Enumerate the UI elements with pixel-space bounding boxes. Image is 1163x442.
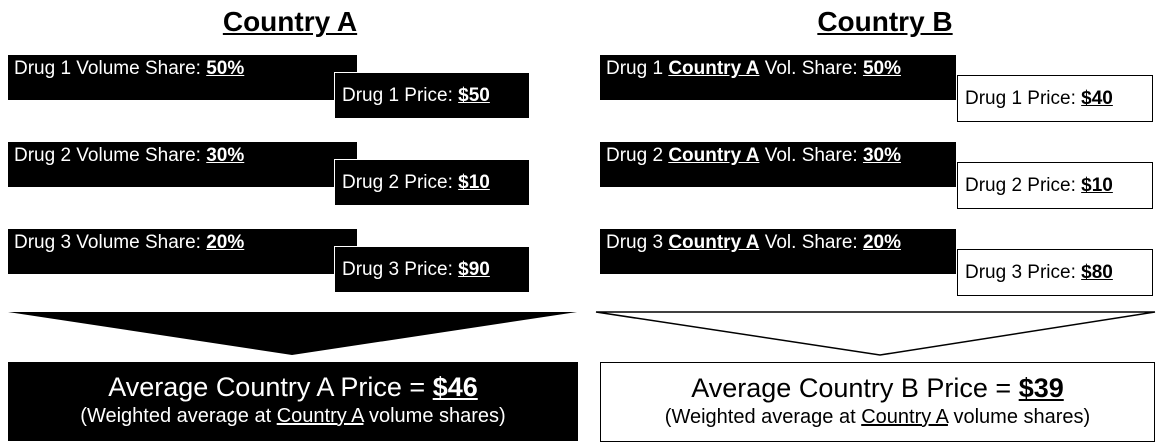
share-label: Drug 1 Volume Share: — [14, 58, 201, 79]
price-box: Drug 2 Price: $10 — [334, 159, 530, 206]
arrow-a — [8, 312, 577, 355]
ref: Country A — [668, 145, 760, 166]
price-value: $90 — [458, 259, 490, 280]
title-b: Country B — [817, 6, 953, 37]
volume-box: Drug 1 Volume Share: 50% — [8, 55, 357, 100]
price-label: Drug 2 Price: — [965, 175, 1076, 196]
summary-line: Average Country A Price = $46 — [8, 372, 578, 403]
drug: Drug 1 — [606, 58, 664, 79]
price-value: $40 — [1081, 88, 1113, 109]
price-value: $80 — [1081, 262, 1113, 283]
share-value: 50% — [862, 58, 901, 79]
share-value: 30% — [206, 145, 245, 166]
ref: Country A — [668, 232, 760, 253]
share-label: Drug 2 Volume Share: — [14, 145, 201, 166]
summary-line: Average Country B Price = $39 — [601, 373, 1154, 404]
volume-box: Drug 3 Country A Vol. Share: 20% — [600, 229, 956, 274]
note-text: volume shares) — [953, 406, 1091, 428]
note-text: volume shares) — [368, 405, 506, 427]
summary-label: Average Country A Price = — [108, 372, 426, 402]
share-label: Vol. Share: — [764, 145, 858, 166]
volume-box: Drug 3 Volume Share: 20% — [8, 229, 357, 274]
price-value: $50 — [458, 85, 490, 106]
share-label: Vol. Share: — [764, 58, 858, 79]
price-label: Drug 1 Price: — [965, 88, 1076, 109]
volume-box: Drug 2 Volume Share: 30% — [8, 142, 357, 187]
volume-box: Drug 2 Country A Vol. Share: 30% — [600, 142, 956, 187]
share-value: 30% — [862, 145, 901, 166]
note-ref: Country A — [276, 405, 364, 427]
share-value: 50% — [206, 58, 245, 79]
summary-a: Average Country A Price = $46 (Weighted … — [8, 362, 578, 441]
summary-value: $39 — [1018, 373, 1064, 403]
price-label: Drug 2 Price: — [342, 172, 453, 193]
price-box: Drug 1 Price: $50 — [334, 72, 530, 119]
arrow-b — [595, 311, 1156, 356]
price-box: Drug 2 Price: $10 — [957, 162, 1153, 209]
title-a: Country A — [222, 6, 358, 37]
note-ref: Country A — [861, 406, 948, 428]
price-label: Drug 1 Price: — [342, 85, 453, 106]
drug: Drug 2 — [606, 145, 664, 166]
note-text: (Weighted average at — [80, 405, 272, 427]
price-box: Drug 3 Price: $90 — [334, 246, 530, 293]
share-value: 20% — [206, 232, 245, 253]
drug: Drug 3 — [606, 232, 664, 253]
price-value: $10 — [458, 172, 490, 193]
summary-b: Average Country B Price = $39 (Weighted … — [600, 362, 1155, 442]
note-text: (Weighted average at — [664, 406, 856, 428]
share-value: 20% — [862, 232, 901, 253]
ref: Country A — [668, 58, 760, 79]
summary-note: (Weighted average at Country A volume sh… — [601, 406, 1154, 429]
price-box: Drug 1 Price: $40 — [957, 75, 1153, 122]
summary-value: $46 — [432, 372, 478, 402]
summary-note: (Weighted average at Country A volume sh… — [8, 405, 578, 428]
summary-label: Average Country B Price = — [691, 373, 1012, 403]
price-box: Drug 3 Price: $80 — [957, 249, 1153, 296]
volume-box: Drug 1 Country A Vol. Share: 50% — [600, 55, 956, 100]
share-label: Vol. Share: — [764, 232, 858, 253]
share-label: Drug 3 Volume Share: — [14, 232, 201, 253]
price-label: Drug 3 Price: — [965, 262, 1076, 283]
price-label: Drug 3 Price: — [342, 259, 453, 280]
price-value: $10 — [1081, 175, 1113, 196]
